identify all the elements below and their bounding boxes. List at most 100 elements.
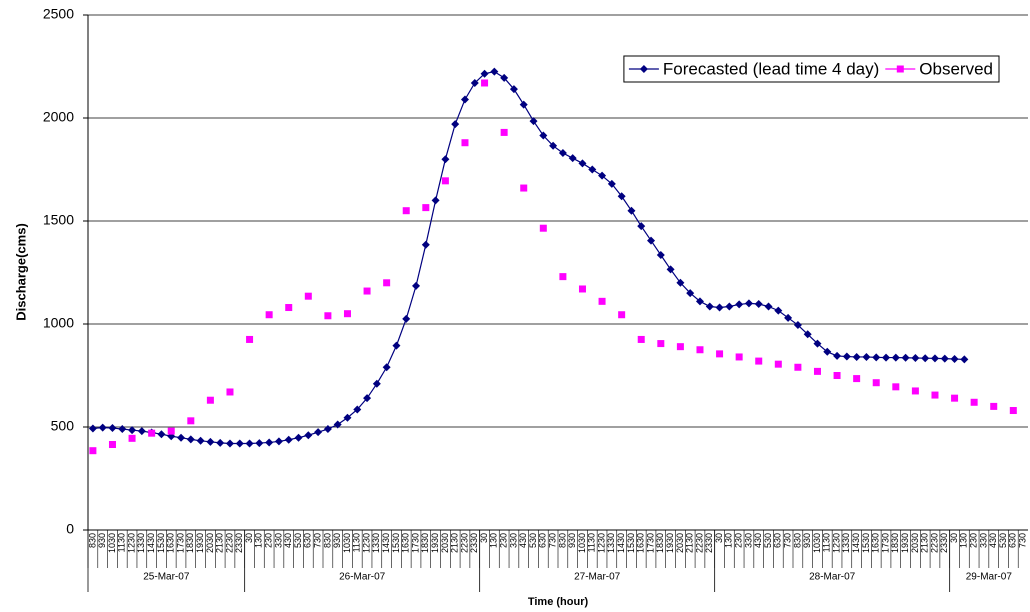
data-point [539,131,548,140]
data-point [794,363,802,371]
data-point [578,285,586,293]
data-point [382,363,391,372]
data-point [284,435,293,444]
x-tick-label: 1530 [626,533,636,553]
data-point [216,438,225,447]
x-group-label: 28-Mar-07 [809,572,856,583]
x-tick-label: 30 [479,533,489,543]
data-point [148,429,156,437]
data-point [853,375,861,383]
data-point [294,433,303,442]
data-point [656,250,665,259]
x-tick-label: 1830 [185,533,195,553]
data-point [793,321,802,330]
data-point [774,360,782,368]
data-point [921,354,930,363]
y-tick-label: 2500 [43,6,74,22]
x-tick-label: 2130 [920,533,930,553]
data-point [363,287,371,295]
data-point [187,417,195,425]
x-tick-label: 230 [734,533,744,548]
data-point [520,184,528,192]
x-tick-label: 130 [489,533,499,548]
x-tick-label: 2030 [205,533,215,553]
data-point [911,353,920,362]
x-tick-label: 630 [1008,533,1018,548]
data-point [245,439,254,448]
data-point [333,420,342,429]
data-point [931,391,939,399]
x-tick-label: 530 [763,533,773,548]
data-point [157,430,166,439]
data-point [647,236,656,245]
x-tick-label: 230 [969,533,979,548]
data-point [559,273,567,281]
x-tick-label: 2330 [939,533,949,553]
data-point [402,207,410,215]
x-tick-label: 1230 [126,533,136,553]
data-point [764,302,773,311]
data-point [940,354,949,363]
data-point [852,352,861,361]
data-point [715,303,724,312]
x-tick-label: 930 [567,533,577,548]
x-tick-label: 1930 [430,533,440,553]
data-point [304,292,312,300]
x-tick-label: 2030 [910,533,920,553]
data-point [686,289,695,298]
data-point [235,439,244,448]
x-tick-label: 330 [978,533,988,548]
x-tick-label: 730 [312,533,322,548]
x-tick-label: 630 [538,533,548,548]
x-tick-label: 2230 [929,533,939,553]
x-tick-label: 1630 [166,533,176,553]
data-point [705,302,714,311]
x-tick-label: 2030 [675,533,685,553]
data-point [108,441,116,449]
x-tick-label: 630 [773,533,783,548]
x-tick-label: 730 [782,533,792,548]
data-point [539,224,547,232]
data-point [627,206,636,215]
x-tick-label: 1630 [636,533,646,553]
data-point [246,335,254,343]
x-tick-label: 2330 [234,533,244,553]
data-point [323,425,332,434]
y-tick-label: 1500 [43,212,74,228]
data-point [509,85,518,94]
data-point [598,171,607,180]
data-point [666,265,675,274]
x-tick-label: 530 [293,533,303,548]
x-tick-label: 1230 [361,533,371,553]
data-point [481,79,489,87]
data-point [304,431,313,440]
data-point [500,73,509,82]
x-tick-label: 1030 [107,533,117,553]
legend-label: Observed [919,59,993,78]
x-tick-label: 130 [959,533,969,548]
data-point [206,437,215,446]
x-tick-label: 430 [283,533,293,548]
x-tick-label: 830 [557,533,567,548]
data-point [960,355,969,364]
data-point [549,141,558,150]
x-tick-label: 1830 [420,533,430,553]
data-point [255,439,264,448]
x-tick-label: 30 [714,533,724,543]
x-tick-label: 1230 [596,533,606,553]
data-point [637,335,645,343]
data-point [128,434,136,442]
data-point [108,424,117,433]
data-point [950,355,959,364]
data-point [274,437,283,446]
x-tick-label: 930 [802,533,812,548]
data-point [676,343,684,351]
data-point [353,405,362,414]
x-tick-label: 1830 [890,533,900,553]
data-point [637,222,646,231]
data-point [363,394,372,403]
data-point [716,350,724,358]
x-tick-label: 2230 [459,533,469,553]
data-point [451,120,460,129]
